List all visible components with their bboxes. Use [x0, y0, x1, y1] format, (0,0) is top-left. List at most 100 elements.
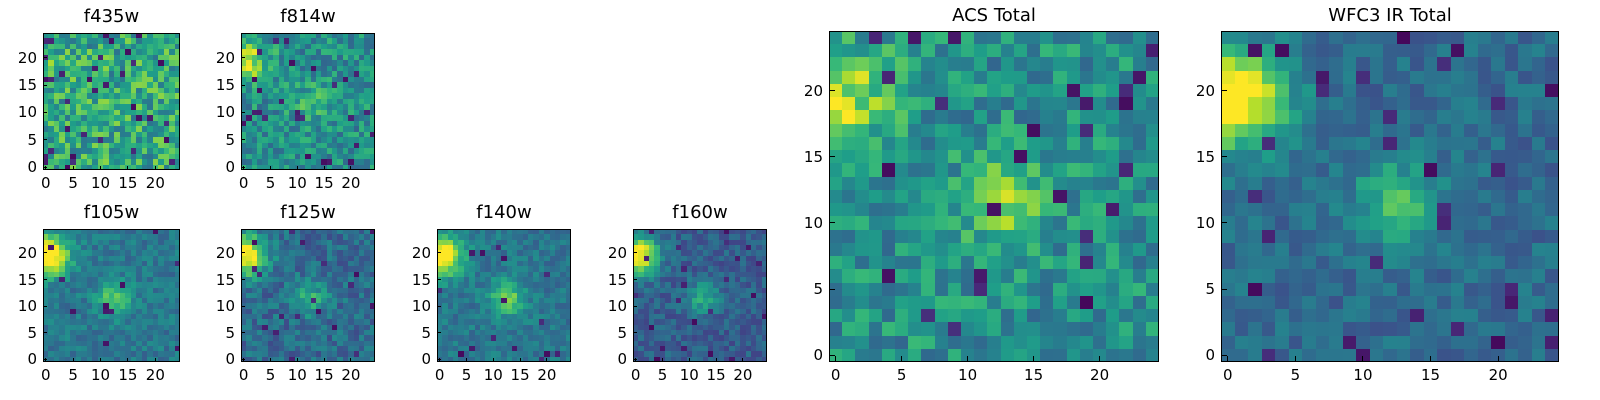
heatmap-cell: [1504, 150, 1519, 164]
heatmap-cell: [718, 229, 725, 235]
y-tick: [829, 354, 835, 356]
heatmap-cell: [169, 351, 175, 357]
heatmap-cell: [1145, 348, 1159, 362]
heatmap-cell: [713, 276, 719, 283]
heatmap-cell: [251, 159, 258, 165]
heatmap-cell: [1437, 44, 1451, 58]
heatmap-cell: [130, 314, 137, 320]
panel-title: f814w: [280, 6, 336, 27]
heatmap-cell: [1464, 256, 1478, 270]
heatmap-cell: [108, 234, 115, 240]
heatmap-cell: [326, 98, 333, 105]
heatmap-cell: [718, 346, 725, 352]
heatmap-cell: [273, 131, 279, 138]
heatmap-cell: [708, 229, 714, 235]
heatmap-cell: [549, 314, 555, 320]
heatmap-cell: [560, 335, 566, 341]
heatmap-cell: [756, 314, 762, 320]
heatmap-cell: [490, 292, 496, 299]
heatmap-cell: [81, 287, 87, 293]
heatmap-cell: [147, 33, 153, 39]
heatmap-cell: [305, 104, 311, 110]
heatmap-cell: [697, 330, 703, 336]
heatmap-cell: [163, 142, 170, 149]
heatmap-cell: [855, 136, 869, 151]
heatmap-cell: [960, 256, 975, 270]
heatmap-cell: [305, 260, 311, 267]
heatmap-cell: [987, 97, 1001, 111]
heatmap-cell: [517, 298, 523, 304]
heatmap-cell: [48, 142, 54, 149]
heatmap-cell: [691, 276, 698, 283]
heatmap-cell: [1040, 282, 1054, 296]
heatmap-cell: [1040, 97, 1054, 111]
heatmap-cell: [485, 250, 491, 256]
heatmap-cell: [702, 234, 709, 240]
heatmap-cell: [750, 234, 757, 240]
heatmap-cell: [665, 303, 671, 309]
heatmap-cell: [1383, 97, 1397, 111]
heatmap-cell: [294, 153, 300, 160]
heatmap-cell: [533, 324, 539, 331]
heatmap-cell: [1092, 70, 1107, 84]
heatmap-cell: [342, 159, 349, 165]
heatmap-cell: [337, 239, 343, 245]
heatmap-cell: [92, 330, 98, 336]
heatmap-cell: [1119, 83, 1133, 98]
heatmap-cell: [364, 346, 370, 352]
heatmap-cell: [321, 153, 327, 160]
heatmap-cell: [125, 87, 131, 94]
heatmap-cell: [1040, 203, 1054, 217]
heatmap-cell: [528, 287, 534, 293]
heatmap-cell: [528, 298, 534, 304]
heatmap-cell: [326, 319, 333, 325]
heatmap-cell: [453, 346, 459, 352]
heatmap-cell: [960, 136, 975, 151]
heatmap-cell: [474, 250, 480, 256]
heatmap-cell: [43, 49, 49, 55]
heatmap-cell: [1261, 31, 1276, 45]
heatmap-cell: [544, 287, 550, 293]
heatmap-cell: [665, 335, 671, 341]
heatmap-cell: [321, 71, 327, 77]
heatmap-cell: [761, 276, 767, 283]
heatmap-cell: [348, 153, 354, 160]
heatmap-cell: [163, 137, 170, 143]
heatmap-cell: [974, 256, 988, 270]
heatmap-cell: [501, 266, 507, 272]
heatmap-cell: [756, 303, 762, 309]
heatmap-cell: [881, 136, 895, 151]
heatmap-cell: [64, 351, 71, 357]
heatmap-cell: [75, 308, 82, 315]
heatmap-cell: [108, 60, 115, 66]
heatmap-cell: [108, 308, 115, 315]
heatmap-cell: [490, 346, 496, 352]
heatmap-cell: [273, 153, 279, 160]
heatmap-cell: [273, 71, 279, 77]
heatmap-cell: [1248, 31, 1262, 45]
heatmap-cell: [299, 109, 306, 116]
heatmap-cell: [147, 244, 153, 251]
heatmap-cell: [654, 356, 660, 362]
heatmap-cell: [273, 276, 279, 283]
heatmap-cell: [1132, 31, 1146, 45]
heatmap-cell: [458, 250, 464, 256]
heatmap-cell: [713, 229, 719, 235]
heatmap-cell: [294, 115, 300, 121]
heatmap-cell: [75, 54, 82, 61]
heatmap-cell: [453, 351, 459, 357]
heatmap-cell: [125, 126, 131, 132]
heatmap-cell: [479, 351, 486, 357]
heatmap-cell: [560, 282, 566, 288]
y-tick: [241, 84, 245, 86]
heatmap-cell: [708, 239, 714, 245]
heatmap-cell: [108, 314, 115, 320]
heatmap-cell: [174, 164, 180, 170]
heatmap-cell: [246, 255, 252, 261]
heatmap-cell: [681, 234, 687, 240]
heatmap-cell: [447, 292, 454, 299]
heatmap-cell: [147, 65, 153, 72]
heatmap-cell: [251, 255, 258, 261]
heatmap-cell: [729, 255, 735, 261]
heatmap-cell: [97, 65, 104, 72]
